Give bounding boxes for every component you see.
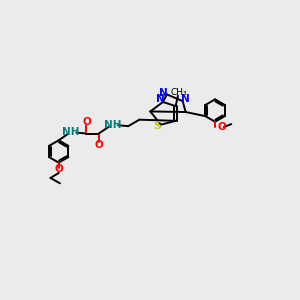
- Text: N: N: [159, 88, 168, 98]
- Text: O: O: [217, 122, 226, 132]
- Text: NH: NH: [104, 120, 122, 130]
- Text: N: N: [156, 94, 164, 104]
- Text: O: O: [82, 117, 91, 127]
- Text: O: O: [54, 164, 63, 174]
- Text: CH₃: CH₃: [170, 88, 187, 97]
- Text: N: N: [181, 94, 190, 104]
- Text: NH: NH: [62, 127, 80, 137]
- Text: O: O: [94, 140, 103, 150]
- Text: S: S: [153, 121, 161, 131]
